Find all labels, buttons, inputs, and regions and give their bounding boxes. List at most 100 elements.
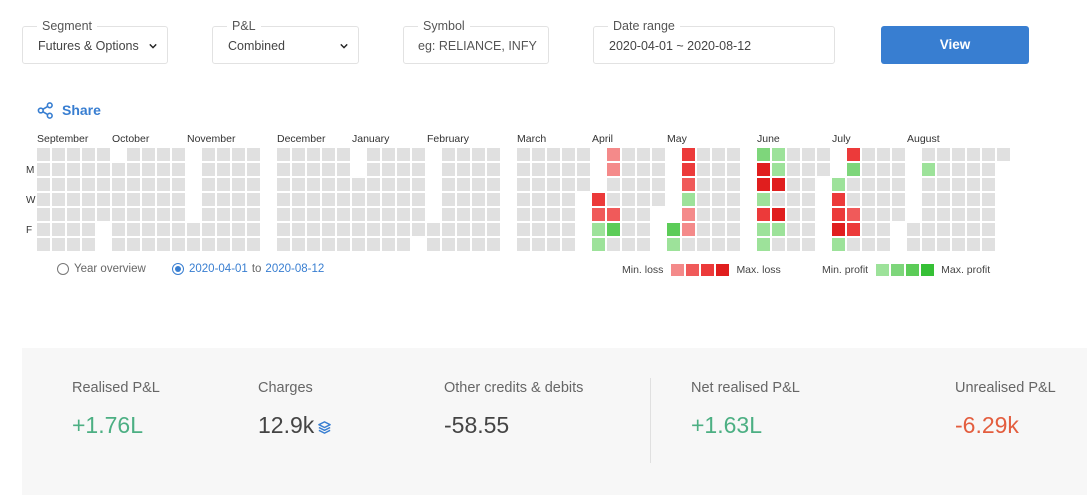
day-cell[interactable] [937,223,950,236]
day-cell[interactable] [982,178,995,191]
day-cell[interactable] [127,238,140,251]
day-cell[interactable] [382,163,395,176]
day-cell[interactable] [547,178,560,191]
day-cell[interactable] [367,178,380,191]
day-cell[interactable] [652,163,665,176]
day-cell[interactable] [127,193,140,206]
day-cell[interactable] [637,208,650,221]
day-cell[interactable] [757,163,770,176]
day-cell[interactable] [442,193,455,206]
day-cell[interactable] [712,223,725,236]
day-cell[interactable] [37,193,50,206]
day-cell[interactable] [487,163,500,176]
day-cell[interactable] [337,178,350,191]
day-cell[interactable] [292,163,305,176]
day-cell[interactable] [862,193,875,206]
day-cell[interactable] [772,223,785,236]
day-cell[interactable] [562,238,575,251]
day-cell[interactable] [877,163,890,176]
day-cell[interactable] [187,223,200,236]
day-cell[interactable] [247,148,260,161]
day-cell[interactable] [37,223,50,236]
day-cell[interactable] [202,148,215,161]
day-cell[interactable] [517,208,530,221]
day-cell[interactable] [337,193,350,206]
day-cell[interactable] [127,208,140,221]
day-cell[interactable] [622,178,635,191]
day-cell[interactable] [622,238,635,251]
day-cell[interactable] [97,178,110,191]
day-cell[interactable] [517,238,530,251]
day-cell[interactable] [547,193,560,206]
day-cell[interactable] [397,178,410,191]
day-cell[interactable] [367,223,380,236]
day-cell[interactable] [517,193,530,206]
day-cell[interactable] [232,223,245,236]
day-cell[interactable] [337,208,350,221]
day-cell[interactable] [922,178,935,191]
day-cell[interactable] [487,208,500,221]
day-cell[interactable] [112,178,125,191]
day-cell[interactable] [697,238,710,251]
day-cell[interactable] [607,178,620,191]
day-cell[interactable] [247,208,260,221]
day-cell[interactable] [877,178,890,191]
day-cell[interactable] [292,208,305,221]
date-range-field[interactable]: Date range 2020-04-01 ~ 2020-08-12 [593,18,835,64]
day-cell[interactable] [592,193,605,206]
day-cell[interactable] [97,193,110,206]
day-cell[interactable] [442,148,455,161]
day-cell[interactable] [337,223,350,236]
day-cell[interactable] [772,178,785,191]
day-cell[interactable] [232,178,245,191]
day-cell[interactable] [892,178,905,191]
day-cell[interactable] [682,163,695,176]
day-cell[interactable] [562,148,575,161]
day-cell[interactable] [382,148,395,161]
day-cell[interactable] [382,208,395,221]
day-cell[interactable] [682,178,695,191]
day-cell[interactable] [52,238,65,251]
day-cell[interactable] [202,163,215,176]
day-cell[interactable] [82,208,95,221]
day-cell[interactable] [217,193,230,206]
day-cell[interactable] [187,238,200,251]
day-cell[interactable] [307,148,320,161]
day-cell[interactable] [67,208,80,221]
day-cell[interactable] [352,208,365,221]
day-cell[interactable] [652,193,665,206]
day-cell[interactable] [532,178,545,191]
day-cell[interactable] [487,148,500,161]
day-cell[interactable] [712,208,725,221]
day-cell[interactable] [82,163,95,176]
day-cell[interactable] [322,178,335,191]
day-cell[interactable] [652,178,665,191]
day-cell[interactable] [847,178,860,191]
day-cell[interactable] [52,178,65,191]
day-cell[interactable] [82,148,95,161]
day-cell[interactable] [667,223,680,236]
day-cell[interactable] [142,223,155,236]
day-cell[interactable] [637,178,650,191]
day-cell[interactable] [907,223,920,236]
day-cell[interactable] [757,193,770,206]
day-cell[interactable] [412,193,425,206]
day-cell[interactable] [832,238,845,251]
day-cell[interactable] [772,163,785,176]
day-cell[interactable] [517,163,530,176]
day-cell[interactable] [532,148,545,161]
day-cell[interactable] [847,208,860,221]
day-cell[interactable] [232,193,245,206]
day-cell[interactable] [157,178,170,191]
day-cell[interactable] [622,223,635,236]
day-cell[interactable] [457,178,470,191]
day-cell[interactable] [352,178,365,191]
day-cell[interactable] [232,238,245,251]
day-cell[interactable] [622,148,635,161]
day-cell[interactable] [52,148,65,161]
day-cell[interactable] [427,223,440,236]
day-cell[interactable] [172,193,185,206]
day-cell[interactable] [787,238,800,251]
day-cell[interactable] [952,208,965,221]
day-cell[interactable] [202,208,215,221]
